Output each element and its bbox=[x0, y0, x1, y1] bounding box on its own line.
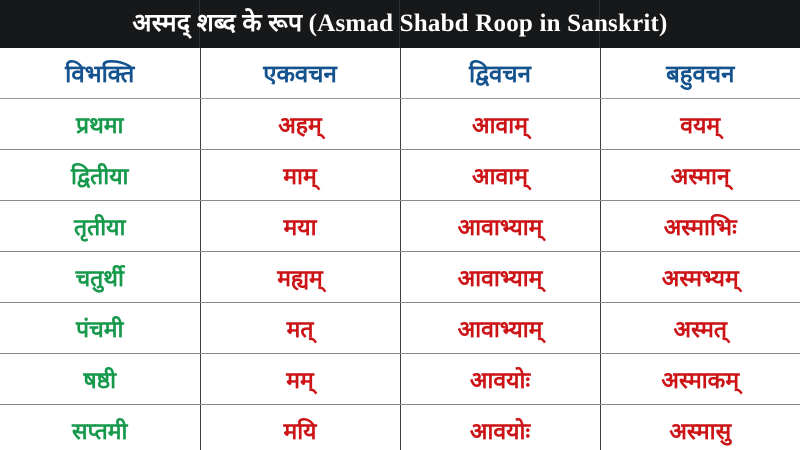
cell-plural: अस्मत् bbox=[600, 302, 800, 354]
table-header-row: विभक्ति एकवचन द्विवचन बहुवचन bbox=[0, 48, 800, 99]
cell-singular: मया bbox=[200, 200, 401, 252]
cell-plural: अस्मासु bbox=[600, 404, 800, 450]
cell-dual: आवाम् bbox=[400, 98, 601, 150]
table-row: पंचमी मत् आवाभ्याम् अस्मत् bbox=[0, 302, 800, 354]
table-row: द्वितीया माम् आवाम् अस्मान् bbox=[0, 149, 800, 201]
table-row: तृतीया मया आवाभ्याम् अस्माभिः bbox=[0, 200, 800, 252]
title-bar: अस्मद् शब्द के रूप (Asmad Shabd Roop in … bbox=[0, 0, 800, 48]
cell-case: प्रथमा bbox=[0, 98, 201, 150]
cell-singular: माम् bbox=[200, 149, 401, 201]
column-header-vibhakti: विभक्ति bbox=[0, 48, 201, 99]
cell-dual: आवाम् bbox=[400, 149, 601, 201]
cell-plural: अस्माकम् bbox=[600, 353, 800, 405]
cell-singular: मम् bbox=[200, 353, 401, 405]
cell-singular: मत् bbox=[200, 302, 401, 354]
cell-dual: आवाभ्याम् bbox=[400, 251, 601, 303]
cell-case: षष्ठी bbox=[0, 353, 201, 405]
table-body: प्रथमा अहम् आवाम् वयम् द्वितीया माम् आवा… bbox=[0, 98, 800, 450]
cell-plural: अस्मभ्यम् bbox=[600, 251, 800, 303]
cell-dual: आवयोः bbox=[400, 404, 601, 450]
cell-case: चतुर्थी bbox=[0, 251, 201, 303]
cell-plural: अस्मान् bbox=[600, 149, 800, 201]
table-row: प्रथमा अहम् आवाम् वयम् bbox=[0, 98, 800, 150]
table-header: विभक्ति एकवचन द्विवचन बहुवचन bbox=[0, 48, 800, 99]
cell-dual: आवाभ्याम् bbox=[400, 200, 601, 252]
page-title: अस्मद् शब्द के रूप (Asmad Shabd Roop in … bbox=[132, 10, 668, 37]
declension-table: विभक्ति एकवचन द्विवचन बहुवचन प्रथमा अहम्… bbox=[0, 48, 800, 450]
cell-case: सप्तमी bbox=[0, 404, 201, 450]
table-row: षष्ठी मम् आवयोः अस्माकम् bbox=[0, 353, 800, 405]
cell-plural: अस्माभिः bbox=[600, 200, 800, 252]
cell-dual: आवाभ्याम् bbox=[400, 302, 601, 354]
column-header-ekavachan: एकवचन bbox=[200, 48, 401, 99]
cell-case: द्वितीया bbox=[0, 149, 201, 201]
cell-plural: वयम् bbox=[600, 98, 800, 150]
cell-singular: अहम् bbox=[200, 98, 401, 150]
column-header-bahuvachan: बहुवचन bbox=[600, 48, 800, 99]
column-header-dvivachan: द्विवचन bbox=[400, 48, 601, 99]
table-row: सप्तमी मयि आवयोः अस्मासु bbox=[0, 404, 800, 450]
cell-dual: आवयोः bbox=[400, 353, 601, 405]
cell-singular: मह्यम् bbox=[200, 251, 401, 303]
table-row: चतुर्थी मह्यम् आवाभ्याम् अस्मभ्यम् bbox=[0, 251, 800, 303]
cell-singular: मयि bbox=[200, 404, 401, 450]
cell-case: पंचमी bbox=[0, 302, 201, 354]
cell-case: तृतीया bbox=[0, 200, 201, 252]
